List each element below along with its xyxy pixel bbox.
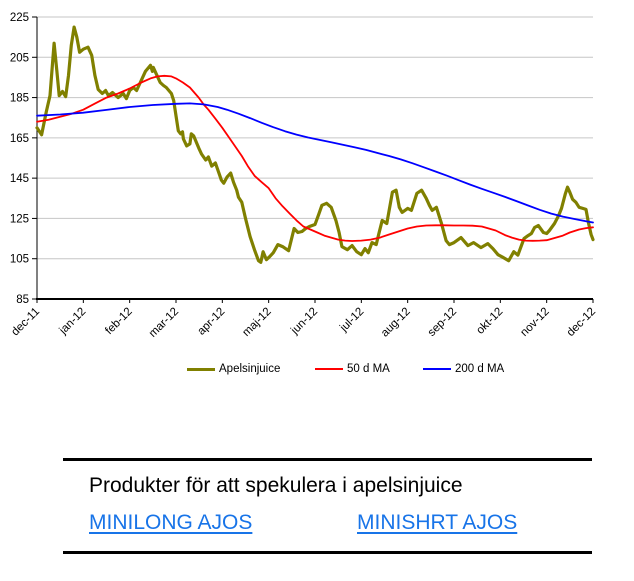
- chart-section: 85 105 125 145 165 185 205 225 dec-11 jan-12 feb-1…: [0, 12, 634, 381]
- y-tick-label: 225: [10, 12, 29, 24]
- x-tick-label: mar-12: [147, 306, 181, 340]
- price-chart: 85 105 125 145 165 185 205 225 dec-11 jan-12 feb-1…: [9, 12, 598, 340]
- legend-item-apelsinjuice: Apelsinjuice: [187, 363, 280, 375]
- legend-swatch-200d-ma: [423, 368, 451, 370]
- x-tick-label: nov-12: [518, 306, 551, 339]
- series-line-200-d-ma: [36, 102, 594, 224]
- top-divider: [63, 458, 592, 461]
- x-tick-label: sep-12: [426, 306, 459, 339]
- x-tick-label: jan-12: [57, 306, 89, 338]
- x-tick-label: jun-12: [288, 306, 320, 338]
- x-tick-label: jul-12: [337, 306, 366, 335]
- y-tick-label: 205: [10, 52, 29, 64]
- x-tick-label: dec-12: [565, 306, 598, 339]
- legend-item-50d-ma: 50 d MA: [315, 363, 390, 375]
- legend-label: 200 d MA: [455, 363, 505, 375]
- legend-swatch-50d-ma: [315, 368, 343, 370]
- products-heading: Produkter för att spekulera i apelsinjui…: [89, 474, 463, 497]
- y-tick-label: 145: [10, 173, 29, 185]
- series-line-50-d-ma: [36, 74, 594, 242]
- x-tick-label: okt-12: [474, 306, 505, 337]
- legend-label: Apelsinjuice: [219, 363, 281, 375]
- legend-label: 50 d MA: [347, 363, 390, 375]
- x-tick-label: dec-11: [9, 306, 42, 339]
- chart-legend: Apelsinjuice 50 d MA 200 d MA: [0, 363, 634, 381]
- y-tick-label: 185: [10, 93, 29, 105]
- legend-swatch-apelsinjuice: [187, 367, 215, 371]
- y-tick-label: 125: [10, 213, 29, 225]
- x-tick-label: maj-12: [240, 306, 273, 339]
- series-line-apelsinjuice: [35, 25, 595, 264]
- minishrt-ajos-link[interactable]: MINISHRT AJOS: [357, 511, 518, 534]
- minilong-ajos-link[interactable]: MINILONG AJOS: [89, 511, 253, 534]
- y-tick-label: 105: [10, 254, 29, 266]
- bottom-divider: [63, 551, 592, 554]
- x-tick-label: apr-12: [195, 306, 227, 338]
- legend-item-200d-ma: 200 d MA: [423, 363, 504, 375]
- x-tick-label: feb-12: [103, 306, 135, 338]
- y-tick-label: 85: [16, 294, 29, 306]
- x-tick-label: aug-12: [379, 306, 413, 340]
- y-tick-label: 165: [10, 133, 29, 145]
